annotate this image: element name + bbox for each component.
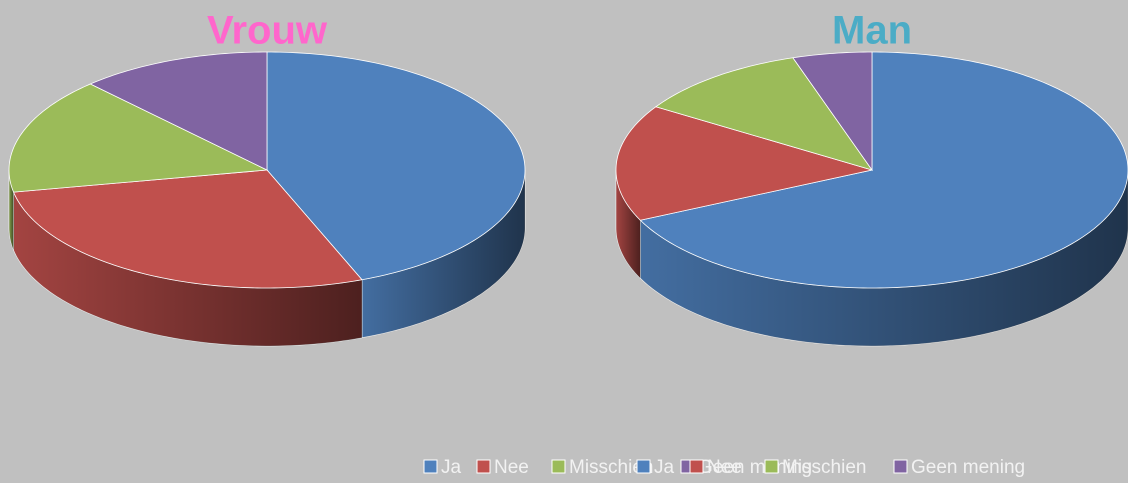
legend-label: Nee xyxy=(707,457,742,478)
legend-label: Misschien xyxy=(782,457,866,478)
slice xyxy=(639,51,1128,289)
slice-side-shade xyxy=(13,192,362,346)
legend-label: Geen mening xyxy=(698,457,812,478)
slice-side-shade xyxy=(616,170,641,279)
legend-label: Ja xyxy=(441,457,462,478)
legend-swatch xyxy=(476,459,491,474)
chart-title: Man xyxy=(832,9,912,53)
chart-title: Vrouw xyxy=(207,9,328,53)
slice-side-shade xyxy=(640,170,1128,346)
legend-label: Ja xyxy=(654,457,675,478)
legend-swatch xyxy=(551,459,566,474)
legend-swatch xyxy=(764,459,779,474)
slice xyxy=(615,106,873,221)
legend-swatch xyxy=(636,459,651,474)
slice xyxy=(266,51,526,281)
slice-side-shade xyxy=(361,170,525,338)
legend-swatch xyxy=(893,459,908,474)
slice xyxy=(792,51,873,172)
slice xyxy=(8,83,269,193)
legend-label: Misschien xyxy=(569,457,653,478)
slice xyxy=(12,169,363,289)
legend-label: Nee xyxy=(494,457,529,478)
legend-label: Geen mening xyxy=(911,457,1025,478)
legend-swatch xyxy=(689,459,704,474)
legend-swatch xyxy=(423,459,438,474)
slice xyxy=(654,57,873,171)
slice xyxy=(89,51,268,171)
